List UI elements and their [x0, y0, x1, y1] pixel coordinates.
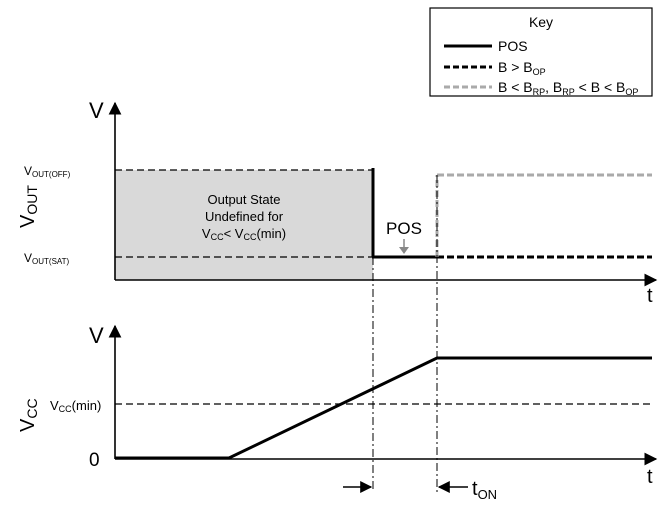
t-on-label: tON	[472, 478, 497, 502]
region-text-line2: Undefined for	[205, 209, 284, 224]
legend-label-pos: POS	[498, 38, 528, 54]
region-text-line1: Output State	[208, 192, 281, 207]
bottom-axis-v-label: V	[89, 323, 104, 348]
pos-arrow-head	[399, 247, 409, 254]
level-vout-sat: VOUT(SAT)	[24, 251, 70, 266]
vcc-waveform	[115, 356, 652, 460]
legend-key: Key POS B > BOP B < BRP, BRP < B < BOP	[429, 7, 653, 97]
bottom-plot: V t VCC VCC(min) 0 tON	[17, 323, 658, 502]
bottom-ylabel: VCC	[17, 398, 40, 432]
top-plot: V t VOUT VOUT(OFF) VOUT(SAT) Output Stat…	[17, 98, 658, 307]
top-ylabel: VOUT	[17, 185, 40, 228]
legend-label-hysteresis: B < BRP, BRP < B < BOP	[498, 79, 638, 97]
top-axis-v-label: V	[89, 98, 104, 123]
bottom-axis-t-label: t	[647, 466, 653, 488]
zero-label: 0	[89, 450, 100, 471]
legend-label-b-gt-bop: B > BOP	[498, 59, 546, 77]
region-text-line3: VCC< VCC(min)	[202, 226, 286, 242]
top-axis-t-label: t	[647, 285, 653, 307]
level-vcc-min: VCC(min)	[50, 398, 101, 414]
legend-box	[429, 7, 653, 97]
legend-title: Key	[529, 14, 553, 30]
level-vout-off: VOUT(OFF)	[24, 164, 71, 179]
pos-label: POS	[386, 219, 422, 238]
undefined-region	[115, 170, 373, 280]
